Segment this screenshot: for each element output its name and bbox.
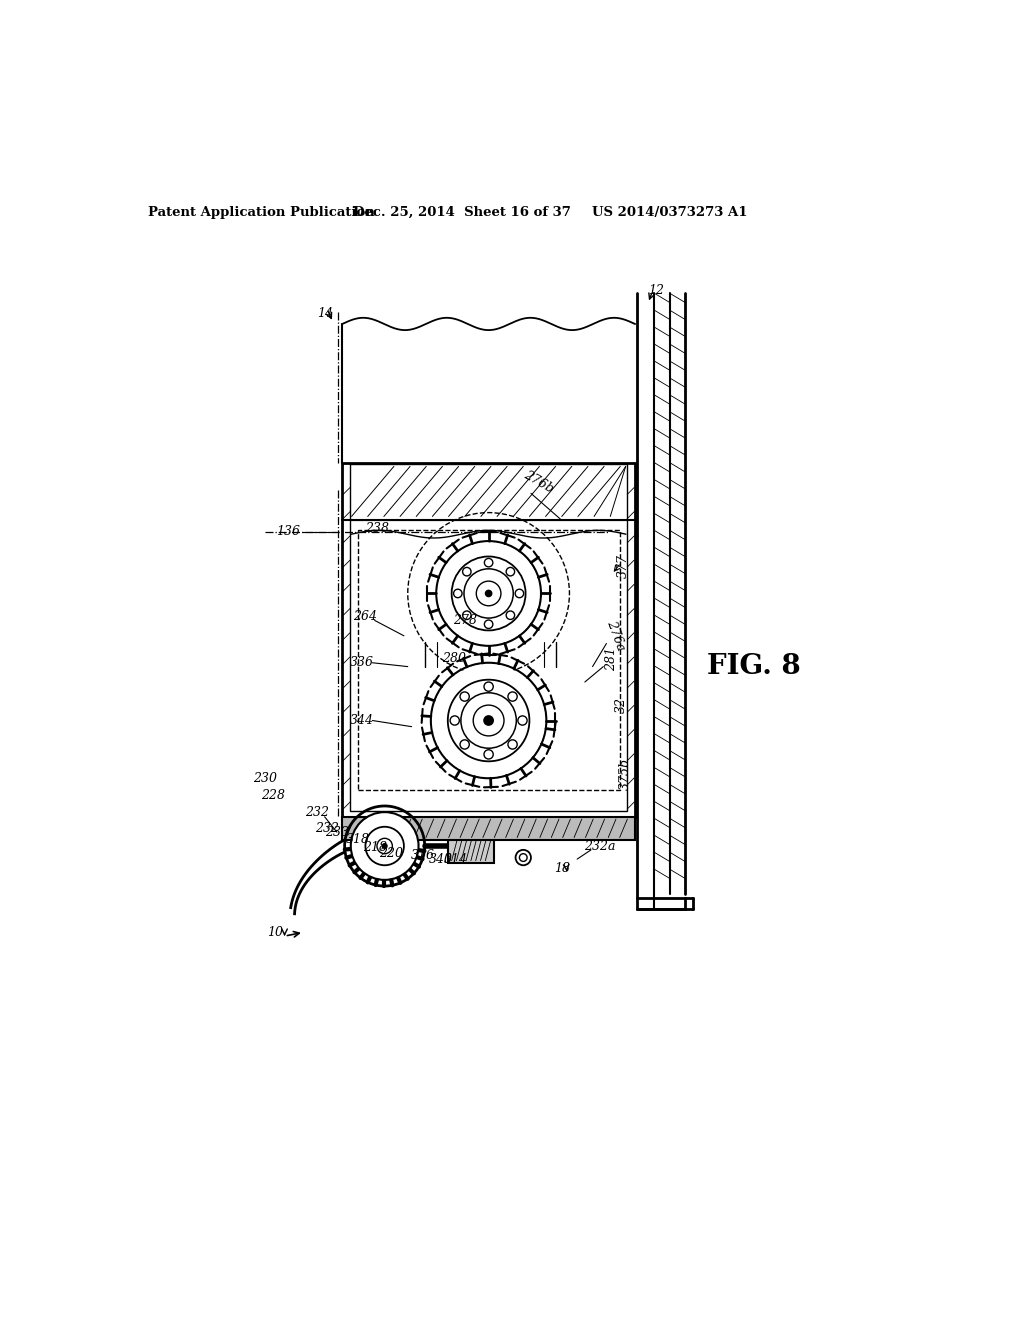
Text: 276b: 276b — [521, 469, 556, 495]
Text: 228: 228 — [261, 789, 285, 803]
Text: Dec. 25, 2014  Sheet 16 of 37: Dec. 25, 2014 Sheet 16 of 37 — [352, 206, 570, 219]
Text: 232: 232 — [305, 807, 329, 820]
Text: 232a: 232a — [585, 840, 616, 853]
Bar — [342, 817, 635, 840]
Text: 18: 18 — [554, 862, 569, 875]
Circle shape — [351, 812, 419, 880]
Circle shape — [438, 543, 540, 644]
Text: 281: 281 — [605, 647, 618, 671]
Text: 344: 344 — [349, 714, 374, 727]
Text: 233: 233 — [325, 825, 349, 838]
Text: US 2014/0373273 A1: US 2014/0373273 A1 — [592, 206, 748, 219]
Text: 316: 316 — [412, 849, 435, 862]
Text: 14: 14 — [317, 308, 334, 321]
Text: 278: 278 — [454, 614, 477, 627]
Text: 232: 232 — [315, 822, 339, 834]
Text: 220: 220 — [379, 847, 402, 861]
Text: FIG. 8: FIG. 8 — [708, 653, 801, 680]
Bar — [350, 465, 628, 810]
Bar — [447, 829, 494, 863]
Text: 377: 377 — [616, 554, 630, 578]
Circle shape — [515, 850, 531, 866]
Text: 276a: 276a — [604, 619, 627, 653]
Circle shape — [447, 680, 529, 762]
Bar — [342, 462, 635, 817]
Text: 264: 264 — [353, 610, 378, 623]
Text: Patent Application Publication: Patent Application Publication — [148, 206, 375, 219]
Circle shape — [382, 843, 388, 849]
Circle shape — [483, 715, 494, 726]
Text: 218: 218 — [362, 841, 387, 854]
Circle shape — [432, 664, 545, 776]
Text: 12: 12 — [648, 284, 665, 297]
Text: 32: 32 — [615, 697, 629, 713]
Text: 336: 336 — [349, 656, 374, 669]
Text: 10: 10 — [267, 925, 284, 939]
Text: 280: 280 — [442, 652, 466, 665]
Circle shape — [452, 557, 525, 631]
Text: 340: 340 — [429, 853, 453, 866]
Bar — [357, 529, 620, 789]
Text: 314: 314 — [444, 853, 468, 866]
Text: 318: 318 — [346, 833, 370, 846]
Circle shape — [484, 590, 493, 597]
Text: 238: 238 — [365, 521, 389, 535]
Text: 230: 230 — [253, 772, 278, 785]
Text: 375b: 375b — [620, 759, 632, 791]
Text: 136: 136 — [276, 525, 300, 539]
